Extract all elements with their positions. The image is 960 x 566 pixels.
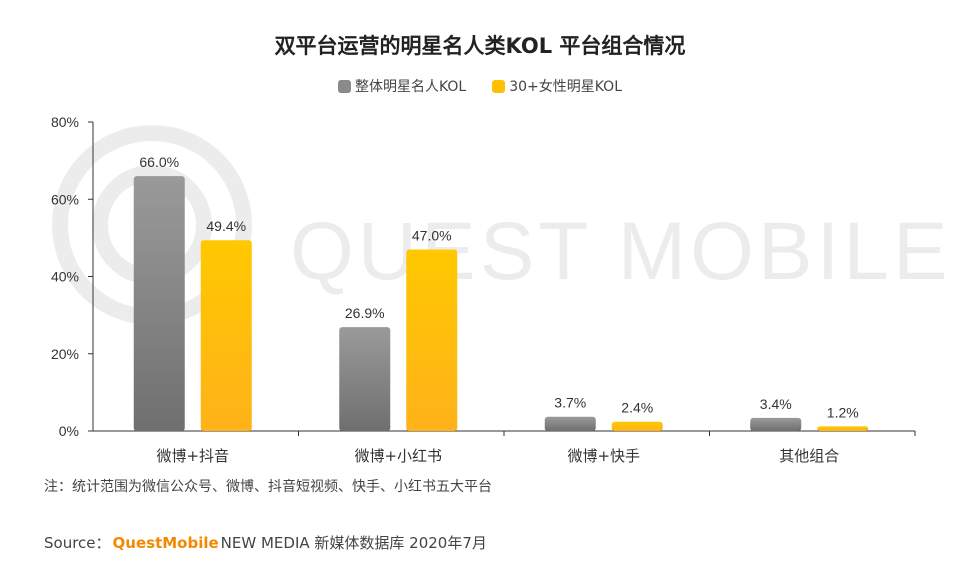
data-label: 49.4%	[206, 218, 246, 234]
y-tick-label: 60%	[51, 191, 79, 207]
bar-female30	[406, 249, 458, 431]
data-label: 3.4%	[760, 396, 792, 412]
bar-overall	[544, 416, 596, 431]
source-rest: NEW MEDIA 新媒体数据库 2020年7月	[220, 534, 487, 552]
data-label: 2.4%	[621, 400, 653, 416]
x-tick-label: 微博+抖音	[156, 447, 229, 465]
y-tick-label: 40%	[51, 269, 79, 285]
data-label: 3.7%	[554, 395, 586, 411]
bar-overall	[133, 176, 185, 431]
legend-item-overall: 整体明星名人KOL	[337, 76, 467, 96]
bar-female30	[611, 421, 663, 431]
x-tick-label: 微博+小红书	[354, 447, 442, 465]
bar-overall	[750, 417, 802, 431]
source-line: Source： QuestMobile NEW MEDIA 新媒体数据库 202…	[44, 532, 487, 553]
source-brand: QuestMobile	[112, 534, 219, 552]
data-label: 1.2%	[827, 404, 859, 420]
data-label: 66.0%	[139, 154, 179, 170]
legend-item-female30: 30+女性明星KOL	[492, 76, 622, 96]
bar-chart: 0% 20% 40% 60% 80% 66.0% 49.4% 微博+抖音 26.9% 47.0% 微…	[51, 114, 916, 465]
legend-swatch-gray	[337, 79, 351, 93]
footnote: 注：统计范围为微信公众号、微博、抖音短视频、快手、小红书五大平台	[44, 479, 492, 495]
data-label: 47.0%	[412, 227, 452, 243]
x-tick-label: 其他组合	[779, 447, 839, 465]
bar-female30	[200, 240, 252, 431]
bar-overall	[339, 327, 391, 431]
bar-female30	[817, 426, 869, 431]
legend-swatch-yellow	[492, 79, 506, 93]
legend-label-overall: 整体明星名人KOL	[354, 79, 467, 95]
source-label: Source：	[44, 534, 111, 552]
y-tick-label: 0%	[59, 423, 79, 439]
y-tick-label: 80%	[51, 114, 79, 130]
chart-title: 双平台运营的明星名人类KOL 平台组合情况	[274, 34, 686, 58]
x-tick-label: 微博+快手	[567, 447, 640, 465]
legend: 整体明星名人KOL 30+女性明星KOL	[0, 76, 960, 96]
y-tick-label: 20%	[51, 346, 79, 362]
data-label: 26.9%	[345, 305, 385, 321]
legend-label-female30: 30+女性明星KOL	[509, 79, 622, 95]
